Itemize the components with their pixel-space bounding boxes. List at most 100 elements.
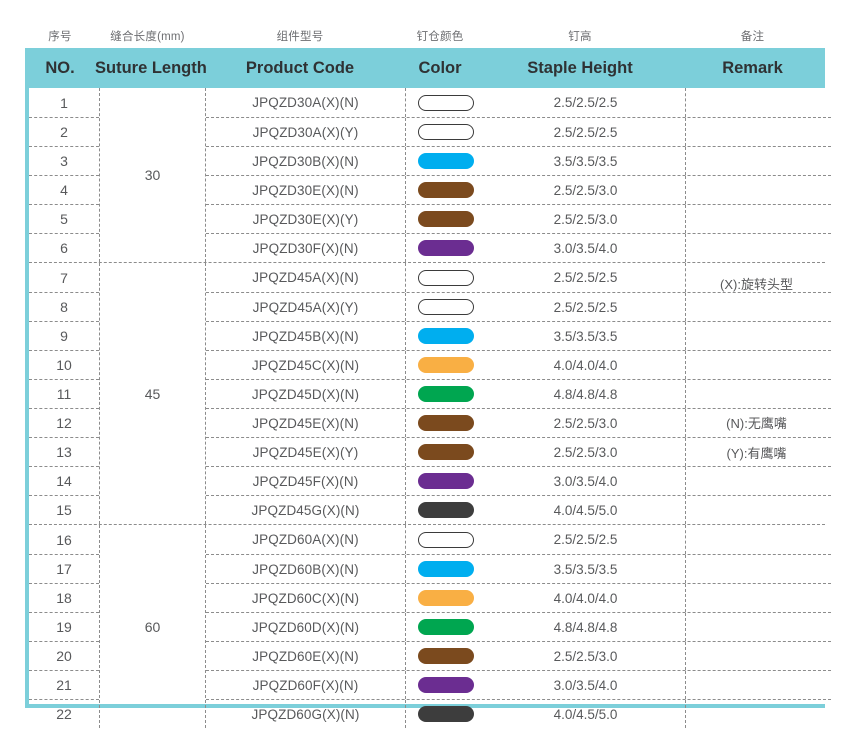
cell-color — [406, 671, 486, 699]
cell-remark-spacer — [686, 234, 831, 262]
table-body: 1 2 3 4 5 6 30 JPQZD30A(X)(N) 2.5/2.5/2.5 JPQZD30… — [25, 88, 831, 728]
cell-product-code: JPQZD30E(X)(Y) — [206, 205, 406, 233]
cell-remark-spacer — [686, 147, 831, 175]
cell-color — [406, 322, 486, 350]
row-group: 1 2 3 4 5 6 30 JPQZD30A(X)(N) 2.5/2.5/2.5 JPQZD30… — [29, 88, 831, 262]
cell-color — [406, 613, 486, 641]
table-row: JPQZD30A(X)(N) 2.5/2.5/2.5 — [206, 88, 831, 117]
color-swatch-brown — [418, 648, 474, 664]
cell-color — [406, 263, 486, 292]
cell-color — [406, 525, 486, 554]
color-swatch-blue — [418, 153, 474, 169]
color-swatch-orange — [418, 590, 474, 606]
cell-no: 2 — [29, 117, 99, 146]
color-swatch-dark — [418, 706, 474, 722]
header-remark: Remark — [722, 58, 783, 77]
cell-color — [406, 205, 486, 233]
cell-color — [406, 496, 486, 524]
cell-remark-spacer — [686, 118, 831, 146]
cell-remark-spacer — [686, 293, 831, 321]
table-row: JPQZD45A(X)(Y) 2.5/2.5/2.5 — [206, 292, 831, 321]
color-swatch-green — [418, 386, 474, 402]
color-swatch-brown — [418, 415, 474, 431]
cell-product-code: JPQZD45E(X)(Y) — [206, 438, 406, 466]
cell-product-code: JPQZD60F(X)(N) — [206, 671, 406, 699]
cell-staple-height: 4.0/4.5/5.0 — [486, 700, 686, 728]
cell-remark-spacer — [686, 351, 831, 379]
cell-no: 15 — [29, 495, 99, 524]
color-swatch-purple — [418, 240, 474, 256]
row-group: 7 8 9 10 11 12 13 14 15 45 JPQZD45A(X)(N) 2.5/2.5/2… — [29, 262, 831, 524]
cell-no: 9 — [29, 321, 99, 350]
cell-product-code: JPQZD45A(X)(N) — [206, 263, 406, 292]
cell-staple-height: 2.5/2.5/2.5 — [486, 525, 686, 554]
table-row: JPQZD60F(X)(N) 3.0/3.5/4.0 — [206, 670, 831, 699]
color-swatch-blue — [418, 328, 474, 344]
cell-no: 18 — [29, 583, 99, 612]
cell-no: 22 — [29, 699, 99, 728]
cell-remark-spacer — [686, 642, 831, 670]
cell-staple-height: 2.5/2.5/3.0 — [486, 176, 686, 204]
cell-remark-spacer — [686, 438, 831, 466]
cell-product-code: JPQZD60E(X)(N) — [206, 642, 406, 670]
cell-product-code: JPQZD45B(X)(N) — [206, 322, 406, 350]
table-row: JPQZD45C(X)(N) 4.0/4.0/4.0 — [206, 350, 831, 379]
color-swatch-white — [418, 299, 474, 315]
table-groups: 1 2 3 4 5 6 30 JPQZD30A(X)(N) 2.5/2.5/2.5 JPQZD30… — [29, 88, 831, 728]
cell-remark-spacer — [686, 380, 831, 408]
color-swatch-blue — [418, 561, 474, 577]
cell-remark-spacer — [686, 671, 831, 699]
header-no: NO. — [45, 58, 75, 77]
cell-no: 11 — [29, 379, 99, 408]
header-cn-no: 序号 — [48, 31, 72, 43]
table-row: JPQZD45B(X)(N) 3.5/3.5/3.5 — [206, 321, 831, 350]
cell-color — [406, 642, 486, 670]
table-row: JPQZD30A(X)(Y) 2.5/2.5/2.5 — [206, 117, 831, 146]
cell-product-code: JPQZD60B(X)(N) — [206, 555, 406, 583]
cell-color — [406, 88, 486, 117]
row-group: 16 17 18 19 20 21 22 60 JPQZD60A(X)(N) 2.5/2.5/2.… — [29, 524, 831, 728]
column-no: 7 8 9 10 11 12 13 14 15 — [29, 263, 100, 524]
cell-staple-height: 4.0/4.5/5.0 — [486, 496, 686, 524]
cell-no: 6 — [29, 233, 99, 262]
cell-remark-spacer — [686, 700, 831, 728]
cell-product-code: JPQZD60D(X)(N) — [206, 613, 406, 641]
cell-staple-height: 4.8/4.8/4.8 — [486, 613, 686, 641]
cell-no: 5 — [29, 204, 99, 233]
cell-no: 13 — [29, 437, 99, 466]
cell-product-code: JPQZD30A(X)(Y) — [206, 118, 406, 146]
header-cn-length: 缝合长度(mm) — [110, 31, 185, 43]
table-row: JPQZD30F(X)(N) 3.0/3.5/4.0 — [206, 233, 831, 262]
table-row: JPQZD45E(X)(N) 2.5/2.5/3.0 — [206, 408, 831, 437]
cell-staple-height: 4.0/4.0/4.0 — [486, 351, 686, 379]
table-row: JPQZD45D(X)(N) 4.8/4.8/4.8 — [206, 379, 831, 408]
cell-no: 12 — [29, 408, 99, 437]
header-staple: Staple Height — [527, 58, 633, 77]
color-swatch-green — [418, 619, 474, 635]
cell-suture-length: 30 — [100, 88, 206, 262]
cell-color — [406, 438, 486, 466]
cell-color — [406, 380, 486, 408]
cell-product-code: JPQZD45E(X)(N) — [206, 409, 406, 437]
cell-no: 16 — [56, 531, 72, 548]
cell-product-code: JPQZD45A(X)(Y) — [206, 293, 406, 321]
color-swatch-dark — [418, 502, 474, 518]
table-row: JPQZD60G(X)(N) 4.0/4.5/5.0 — [206, 699, 831, 728]
cell-remark-spacer — [686, 525, 831, 554]
header-cn-staple: 钉高 — [568, 31, 592, 43]
cell-color — [406, 234, 486, 262]
cell-remark-spacer — [686, 176, 831, 204]
cell-remark-spacer — [686, 205, 831, 233]
cell-color — [406, 467, 486, 495]
color-swatch-brown — [418, 211, 474, 227]
color-swatch-purple — [418, 473, 474, 489]
table-row: JPQZD45E(X)(Y) 2.5/2.5/3.0 — [206, 437, 831, 466]
table-row: JPQZD30E(X)(Y) 2.5/2.5/3.0 — [206, 204, 831, 233]
cell-no: 21 — [29, 670, 99, 699]
cell-product-code: JPQZD45D(X)(N) — [206, 380, 406, 408]
cell-no: 10 — [29, 350, 99, 379]
table-row: JPQZD60A(X)(N) 2.5/2.5/2.5 — [206, 525, 831, 554]
table-header-english: NO. Suture Length Product Code Color Sta… — [25, 48, 825, 88]
header-cn-remark: 备注 — [740, 31, 765, 43]
